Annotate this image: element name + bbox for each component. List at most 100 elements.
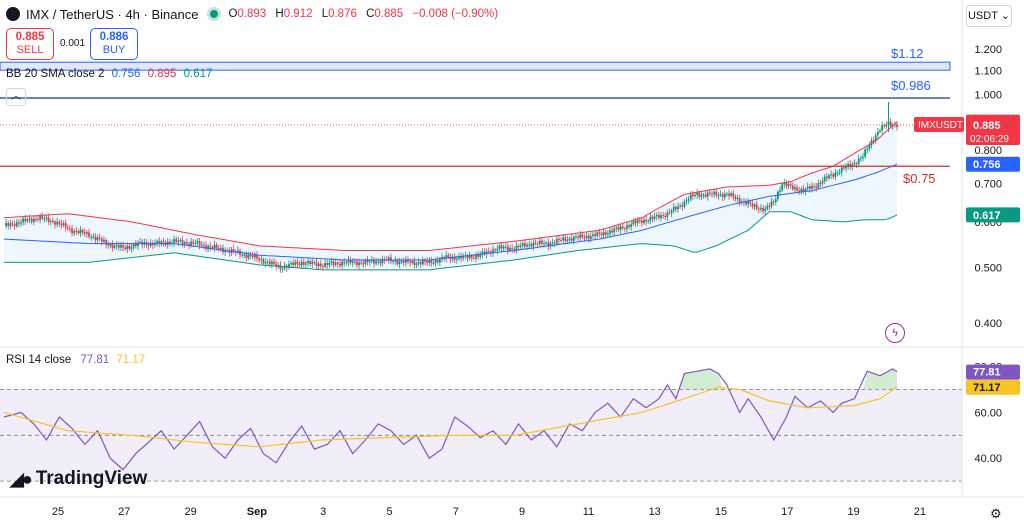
candle-body: [806, 186, 809, 189]
sell-button[interactable]: 0.885 SELL: [6, 28, 54, 60]
candle-body: [15, 222, 18, 227]
currency-selector[interactable]: USDT ⌄: [966, 5, 1012, 27]
candle-body: [876, 131, 879, 136]
candle-body: [800, 188, 803, 192]
candle-body: [271, 261, 273, 265]
symbol-tag-bg: [914, 116, 964, 132]
candle-body: [345, 262, 348, 264]
candle-body: [564, 237, 567, 241]
candle-body: [711, 193, 713, 195]
candle-body: [147, 244, 150, 246]
candle-body: [205, 245, 207, 249]
candle-body: [451, 256, 454, 260]
candle-body: [107, 244, 110, 246]
candle-body: [670, 210, 673, 213]
level-label: $0.75: [903, 171, 936, 186]
candle-body: [290, 262, 292, 265]
rsi-ma-tag-text: 71.17: [973, 382, 1001, 394]
candle-body: [336, 262, 339, 264]
sell-label: SELL: [16, 44, 44, 56]
candle-body: [879, 130, 881, 132]
rsi-overbought-fill: [680, 368, 723, 390]
candle-body: [696, 192, 699, 195]
buy-button[interactable]: 0.886 BUY: [90, 28, 138, 60]
candle-body: [260, 259, 263, 261]
price-tick-label: 0.500: [974, 262, 1002, 274]
candle-body: [58, 221, 61, 224]
candle-body: [632, 221, 635, 225]
currency-label: USDT: [967, 10, 998, 22]
candle-body: [28, 218, 31, 220]
symbol-title[interactable]: IMX / TetherUS · 4h · Binance: [26, 6, 199, 22]
candle-body: [353, 261, 356, 263]
candle-body: [455, 258, 458, 260]
time-tick-label: 27: [118, 506, 130, 518]
candle-body: [396, 260, 399, 265]
candle-body: [847, 163, 849, 167]
candle-body: [387, 257, 390, 260]
candle-body: [753, 204, 756, 207]
candle-body: [819, 183, 822, 185]
candle-body: [24, 218, 27, 222]
candle-body: [838, 172, 841, 174]
candle-body: [256, 254, 258, 259]
candle-body: [307, 261, 309, 264]
settings-icon[interactable]: ⚙: [990, 506, 1002, 521]
candle-body: [436, 260, 439, 263]
candle-body: [377, 261, 380, 263]
rsi-legend[interactable]: RSI 14 close 77.81 71.17: [6, 354, 145, 366]
bb-legend-label: BB 20 SMA close 2: [6, 68, 105, 80]
candle-body: [596, 232, 599, 237]
candle-body: [190, 241, 193, 246]
candle-body: [458, 256, 460, 259]
candle-body: [415, 263, 418, 265]
bb-legend[interactable]: BB 20 SMA close 2 0.756 0.895 0.617: [6, 68, 212, 80]
collapse-legend-button[interactable]: ︿: [6, 88, 26, 106]
candle-body: [137, 242, 139, 246]
candle-body: [855, 163, 858, 165]
time-tick-label: 5: [386, 506, 392, 518]
candle-body: [453, 256, 456, 260]
candle-body: [702, 194, 705, 196]
candle-body: [500, 245, 503, 249]
candle-body: [600, 233, 603, 236]
candle-body: [715, 191, 718, 196]
candle-body: [609, 230, 611, 234]
candle-body: [606, 233, 609, 235]
candle-body: [653, 216, 656, 219]
tradingview-logo: ◢● TradingView: [10, 468, 147, 490]
brand-name: TradingView: [35, 468, 148, 489]
lightning-icon[interactable]: ϟ: [885, 323, 905, 343]
candle-body: [32, 218, 35, 222]
candle-body: [258, 258, 261, 261]
candle-body: [311, 261, 314, 264]
high-label: H: [275, 8, 284, 20]
candle-body: [866, 149, 869, 151]
candle-body: [708, 192, 711, 194]
candle-body: [81, 229, 84, 233]
candle-body: [328, 262, 331, 266]
candle-body: [881, 125, 884, 131]
candle-body: [560, 240, 562, 242]
candle-body: [694, 194, 696, 197]
candle-body: [160, 241, 163, 244]
candle-body: [768, 205, 771, 207]
candle-body: [726, 193, 728, 195]
candle-body: [209, 245, 212, 248]
level-label: $1.12: [891, 46, 924, 61]
price-pane: $1.12 $0.986 $0.75: [0, 46, 962, 273]
candle-body: [566, 239, 569, 241]
bb-basis-value: 0.756: [111, 68, 141, 80]
low-value: 0.876: [328, 8, 357, 20]
candle-body: [475, 254, 477, 259]
rsi-value: 77.81: [80, 354, 110, 366]
candle-body: [774, 199, 777, 202]
candle-body: [706, 192, 709, 197]
tradingview-mark-icon: ◢●: [10, 468, 33, 489]
candle-body: [481, 251, 484, 255]
candle-body: [45, 217, 48, 219]
candle-body: [747, 201, 750, 205]
candle-body: [691, 194, 694, 197]
rsi-tag-bg: [966, 364, 1020, 380]
